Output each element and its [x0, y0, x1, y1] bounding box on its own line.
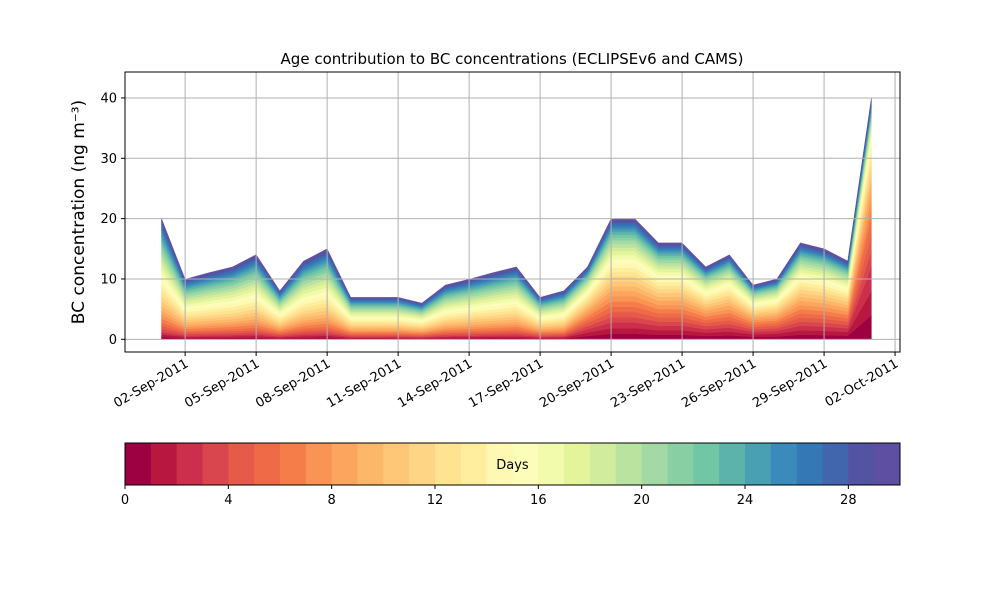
colorbar-swatch — [538, 443, 565, 485]
colorbar-swatch — [383, 443, 410, 485]
colorbar-swatch — [615, 443, 643, 485]
x-tick-label: 23-Sep-2011 — [608, 356, 688, 411]
colorbar-swatch — [176, 443, 203, 485]
colorbar-swatch — [228, 443, 255, 485]
y-tick-label: 0 — [109, 333, 117, 348]
x-tick-label: 11-Sep-2011 — [324, 356, 404, 411]
colorbar-swatch — [641, 443, 668, 485]
colorbar-swatch — [280, 443, 307, 485]
colorbar-tick-label: 24 — [737, 493, 754, 508]
colorbar-swatch — [460, 443, 488, 485]
colorbar-tick-label: 28 — [840, 493, 857, 508]
colorbar-swatch — [770, 443, 798, 485]
colorbar-swatch — [796, 443, 823, 485]
colorbar-label: Days — [496, 458, 529, 473]
y-axis-label: BC concentration (ng m⁻³) — [69, 100, 89, 324]
colorbar-swatch — [409, 443, 436, 485]
colorbar-swatch — [435, 443, 462, 485]
colorbar-swatch — [486, 443, 513, 485]
colorbar-swatch — [331, 443, 358, 485]
colorbar-swatch — [719, 443, 746, 485]
colorbar-swatch — [357, 443, 384, 485]
plot-frame — [124, 71, 901, 353]
colorbar-swatch — [254, 443, 281, 485]
chart-title: Age contribution to BC concentrations (E… — [281, 50, 744, 68]
colorbar-tick-label: 20 — [633, 493, 650, 508]
colorbar-swatch — [693, 443, 720, 485]
y-tick-label: 40 — [100, 91, 117, 106]
colorbar-tick-label: 16 — [530, 493, 547, 508]
colorbar-swatch — [667, 443, 694, 485]
x-tick-label: 26-Sep-2011 — [679, 356, 759, 411]
colorbar-swatch — [745, 443, 772, 485]
colorbar-swatch — [590, 443, 617, 485]
colorbar-tick-label: 12 — [427, 493, 444, 508]
colorbar-tick-label: 4 — [224, 493, 232, 508]
colorbar-tick-label: 0 — [121, 493, 129, 508]
colorbar-frame — [124, 442, 901, 486]
x-tick-label: 02-Sep-2011 — [111, 356, 191, 411]
x-tick-label: 14-Sep-2011 — [395, 356, 475, 411]
colorbar-swatch — [848, 443, 875, 485]
y-tick-label: 10 — [100, 272, 117, 287]
x-tick-label: 29-Sep-2011 — [750, 356, 830, 411]
colorbar-swatch — [125, 443, 152, 485]
y-tick-label: 20 — [100, 212, 117, 227]
colorbar-swatch — [564, 443, 591, 485]
colorbar-swatch — [150, 443, 178, 485]
x-tick-label: 05-Sep-2011 — [182, 356, 262, 411]
colorbar-swatch — [822, 443, 849, 485]
colorbar-swatch — [874, 443, 901, 485]
colorbar-swatch — [202, 443, 229, 485]
colorbar-swatch — [512, 443, 539, 485]
colorbar-swatch — [305, 443, 333, 485]
x-tick-label: 17-Sep-2011 — [466, 356, 546, 411]
y-tick-label: 30 — [100, 152, 117, 167]
colorbar-tick-label: 8 — [328, 493, 336, 508]
x-tick-label: 08-Sep-2011 — [253, 356, 333, 411]
x-tick-label: 02-Oct-2011 — [823, 356, 901, 410]
area-band — [161, 97, 872, 305]
x-tick-label: 20-Sep-2011 — [537, 356, 617, 411]
